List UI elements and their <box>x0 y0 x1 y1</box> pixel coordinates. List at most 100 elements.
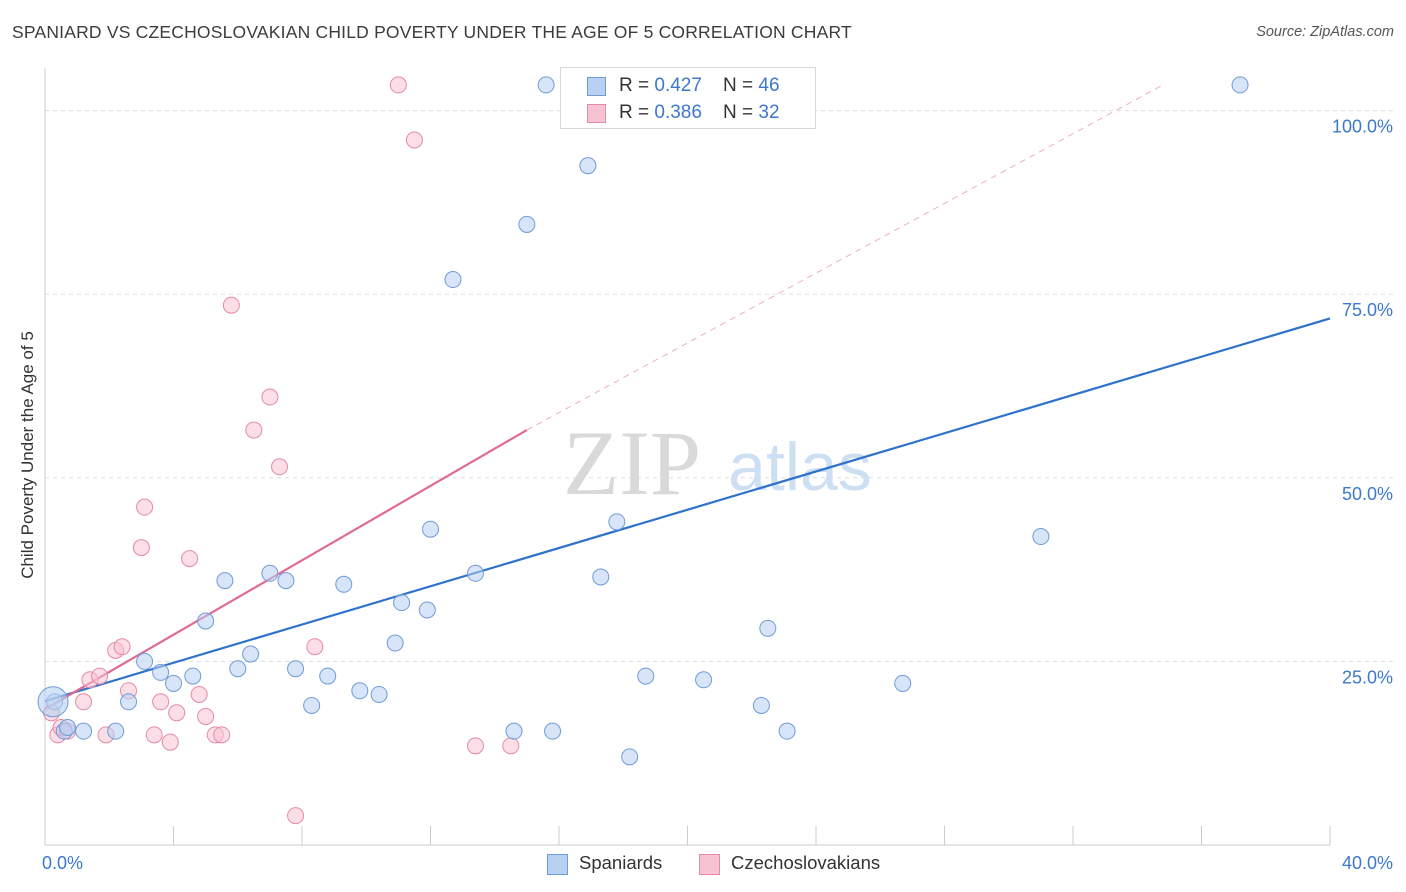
y-tick-label: 100.0% <box>1332 117 1393 137</box>
spaniard-point <box>518 215 536 233</box>
spaniard-point <box>695 671 713 689</box>
czech-point <box>181 550 199 568</box>
spaniard-point <box>216 572 234 590</box>
watermark-zip: ZIP <box>563 412 701 514</box>
chart-title: SPANIARD VS CZECHOSLOVAKIAN CHILD POVERT… <box>12 22 852 42</box>
x-tick-label: 0.0% <box>42 853 83 873</box>
czech-swatch <box>587 104 606 123</box>
spaniard-point <box>505 722 523 740</box>
spaniard-point <box>319 667 337 685</box>
czech-point <box>389 76 407 94</box>
watermark: ZIP atlas <box>563 412 872 514</box>
spaniard-point <box>184 667 202 685</box>
spaniard-point <box>351 682 369 700</box>
czech-legend-swatch <box>699 854 720 875</box>
spaniard-point <box>242 645 260 663</box>
czech-point <box>168 704 186 722</box>
spaniard-point <box>261 564 279 582</box>
czech-point <box>132 539 150 557</box>
czech-point <box>152 693 170 711</box>
x-tick-label: 40.0% <box>1342 853 1393 873</box>
czech-point <box>145 726 163 744</box>
czech-point <box>136 498 154 516</box>
czech-point <box>91 667 109 685</box>
spaniard-point <box>335 575 353 593</box>
trend-lines <box>44 84 1331 711</box>
spaniard-point <box>466 564 484 582</box>
czech-point <box>261 388 279 406</box>
spaniard-point <box>197 612 215 630</box>
czech-point <box>113 638 131 656</box>
spaniard-point <box>752 696 770 714</box>
spaniard-point <box>544 722 562 740</box>
data-points <box>37 76 1249 825</box>
n-label: N = <box>723 75 759 96</box>
spaniard-point <box>894 674 912 692</box>
chart-source: Source: ZipAtlas.com <box>1256 24 1394 40</box>
spaniard-point <box>778 722 796 740</box>
grid-lines <box>45 110 1395 662</box>
czech-point <box>190 685 208 703</box>
legend-label: Spaniards <box>579 852 663 873</box>
stats-legend: R = 0.427 N = 46 R = 0.386 N = 32 <box>560 67 816 129</box>
spaniard-point <box>393 594 411 612</box>
czech-point <box>287 807 305 825</box>
czech-point <box>222 296 240 314</box>
czech-point <box>245 421 263 439</box>
spaniards-legend-swatch <box>547 854 568 875</box>
y-tick-label: 25.0% <box>1342 667 1393 687</box>
n-label: N = <box>723 102 759 123</box>
spaniard-point <box>637 667 655 685</box>
spaniard-point <box>444 271 462 289</box>
spaniard-point <box>592 568 610 586</box>
spaniard-point <box>75 722 93 740</box>
legend-label: Czechoslovakians <box>731 852 881 873</box>
spaniard-point <box>277 572 295 590</box>
czech-point <box>75 693 93 711</box>
n-value: 32 <box>758 102 780 123</box>
czech-point <box>161 733 179 751</box>
spaniard-point <box>165 674 182 692</box>
czech-point <box>197 707 215 725</box>
spaniard-point <box>579 157 597 175</box>
spaniard-point <box>418 601 436 619</box>
r-label: R = <box>619 102 655 123</box>
spaniard-point <box>120 693 138 711</box>
spaniard-point <box>303 696 321 714</box>
r-value: 0.427 <box>654 75 702 96</box>
watermark-atlas: atlas <box>728 429 872 505</box>
y-tick-label: 75.0% <box>1342 300 1393 320</box>
czech-point <box>405 131 423 149</box>
spaniard-point <box>422 520 439 538</box>
czech-point <box>271 458 289 476</box>
czech-point <box>502 737 520 755</box>
spaniard-cluster-point <box>37 686 69 718</box>
czech-trend-extension <box>526 84 1164 431</box>
r-label: R = <box>619 75 655 96</box>
y-tick-label: 50.0% <box>1342 484 1393 504</box>
r-value: 0.386 <box>654 102 702 123</box>
czech-trend-line <box>44 429 528 711</box>
czech-point <box>466 737 484 755</box>
spaniard-point <box>759 619 777 637</box>
spaniard-point <box>370 685 388 703</box>
spaniard-point <box>58 718 76 736</box>
spaniard-point <box>1032 528 1050 546</box>
spaniard-point <box>136 652 154 670</box>
czech-point <box>306 638 324 656</box>
y-axis-label: Child Poverty Under the Age of 5 <box>18 331 37 579</box>
spaniard-point <box>152 663 170 681</box>
spaniard-point <box>229 660 247 678</box>
spaniard-point <box>537 76 555 94</box>
spaniard-point <box>287 660 305 678</box>
spaniard-point <box>1231 76 1249 94</box>
spaniard-point <box>386 634 404 652</box>
tick-labels: 25.0% 50.0% 75.0% 100.0% 0.0% 40.0% <box>42 117 1393 873</box>
spaniard-point <box>621 748 639 766</box>
n-value: 46 <box>758 75 780 96</box>
czech-point <box>213 726 231 744</box>
spaniard-point <box>107 722 125 740</box>
spaniards-trend-line <box>44 317 1331 703</box>
spaniards-swatch <box>587 77 606 96</box>
